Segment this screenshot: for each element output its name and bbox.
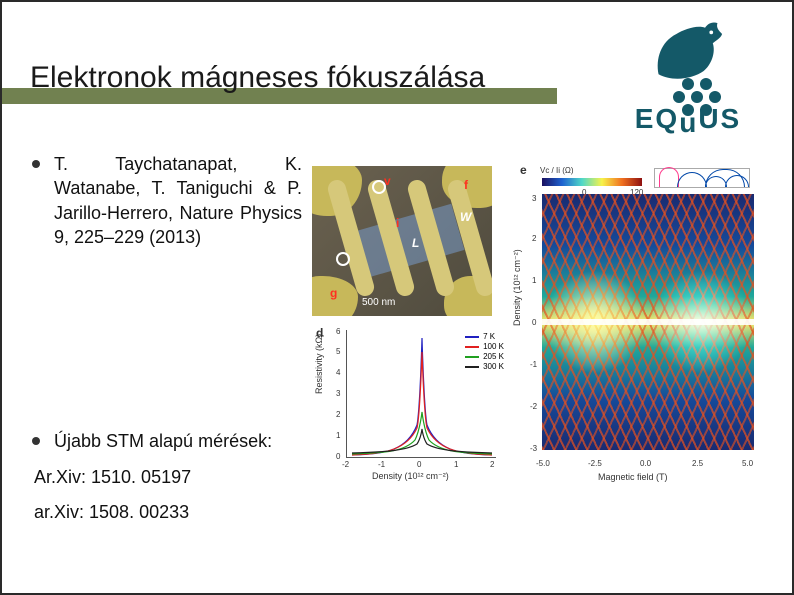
panel-c-label-i: i [396, 216, 399, 230]
panel-e-xlabel: Magnetic field (T) [598, 472, 668, 482]
panel-c-label-v: v [384, 174, 391, 188]
panel-d-ytick: 3 [336, 389, 340, 398]
panel-d-legend: 7 K 100 K 205 K 300 K [465, 332, 504, 372]
panel-d-xtick: 1 [454, 460, 458, 469]
logo-text: EQuUS [635, 103, 741, 135]
panel-d-xtick: 0 [417, 460, 421, 469]
legend-label: 205 K [483, 352, 504, 361]
panel-c-label-g: g [330, 286, 337, 300]
panel-c-sem-image: c v f i g L W 500 nm [312, 166, 492, 316]
content-column: T. Taychatanapat, K. Watanabe, T. Tanigu… [32, 152, 302, 523]
panel-e-ytick: 2 [532, 234, 536, 243]
panel-d-xtick: -1 [378, 460, 385, 469]
legend-label: 100 K [483, 342, 504, 351]
panel-d-xtick: -2 [342, 460, 349, 469]
page-title: Elektronok mágneses fókuszálása [30, 61, 485, 95]
ref-line-2: ar.Xiv: 1508. 00233 [34, 502, 302, 523]
panel-d-ytick: 1 [336, 431, 340, 440]
panel-e-ytick: -1 [530, 360, 537, 369]
panel-d-xtick: 2 [490, 460, 494, 469]
panel-d-ytick: 2 [336, 410, 340, 419]
panel-e-xtick: 5.0 [742, 459, 753, 468]
legend-label: 300 K [483, 362, 504, 371]
panel-e-ytick: 3 [532, 194, 536, 203]
panel-d-ytick: 6 [336, 327, 340, 336]
panel-e-heatmap [542, 194, 754, 450]
bullet-marker-icon [32, 437, 40, 445]
legend-label: 7 K [483, 332, 495, 341]
colorbar-label: Vc / Ii (Ω) [540, 166, 574, 175]
ref-line-1: Ar.Xiv: 1510. 05197 [34, 467, 302, 488]
citation-text: T. Taychatanapat, K. Watanabe, T. Tanigu… [54, 152, 302, 249]
figure-group: c v f i g L W 500 nm d Resistivity (kΩ) … [312, 166, 772, 486]
panel-d-ytick: 5 [336, 347, 340, 356]
bullet-stm: Újabb STM alapú mérések: [32, 429, 302, 453]
panel-d-ytick: 0 [336, 452, 340, 461]
colorbar-gradient [542, 178, 642, 186]
panel-d-resistivity-chart: d Resistivity (kΩ) Density (10¹² cm⁻²) 0… [312, 324, 512, 484]
panel-e-ytick: 1 [532, 276, 536, 285]
panel-e-colorbar-row: Vc / Ii (Ω) 0 120 [542, 166, 752, 188]
panel-c-label-L: L [412, 236, 419, 250]
panel-e-arc-inset [654, 168, 750, 188]
bullet-marker-icon [32, 160, 40, 168]
probe-ring-icon [336, 252, 350, 266]
panel-e-ytick: -2 [530, 402, 537, 411]
panel-c-scalebar: 500 nm [362, 297, 395, 308]
panel-e-ytick: -3 [530, 444, 537, 453]
horse-icon [649, 20, 727, 82]
panel-e-xtick: 2.5 [692, 459, 703, 468]
panel-e-xtick: 0.0 [640, 459, 651, 468]
panel-d-ytick: 4 [336, 368, 340, 377]
equus-logo: EQuUS [608, 20, 768, 135]
panel-e-focusing-heatmap: e Vc / Ii (Ω) 0 120 Density (10¹² cm⁻²) … [512, 166, 770, 482]
panel-d-ylabel: Resistivity (kΩ) [314, 334, 324, 394]
panel-e-ytick: 0 [532, 318, 536, 327]
panel-c-label-W: W [460, 210, 471, 224]
panel-e-xtick: -5.0 [536, 459, 550, 468]
bullet-citation: T. Taychatanapat, K. Watanabe, T. Tanigu… [32, 152, 302, 249]
hex-dots-icon [656, 78, 720, 105]
panel-e-tag: e [520, 163, 527, 177]
panel-d-xlabel: Density (10¹² cm⁻²) [372, 471, 449, 482]
stm-text: Újabb STM alapú mérések: [54, 429, 272, 453]
panel-c-label-f: f [464, 178, 468, 192]
panel-e-ylabel: Density (10¹² cm⁻²) [512, 249, 523, 326]
panel-e-xtick: -2.5 [588, 459, 602, 468]
